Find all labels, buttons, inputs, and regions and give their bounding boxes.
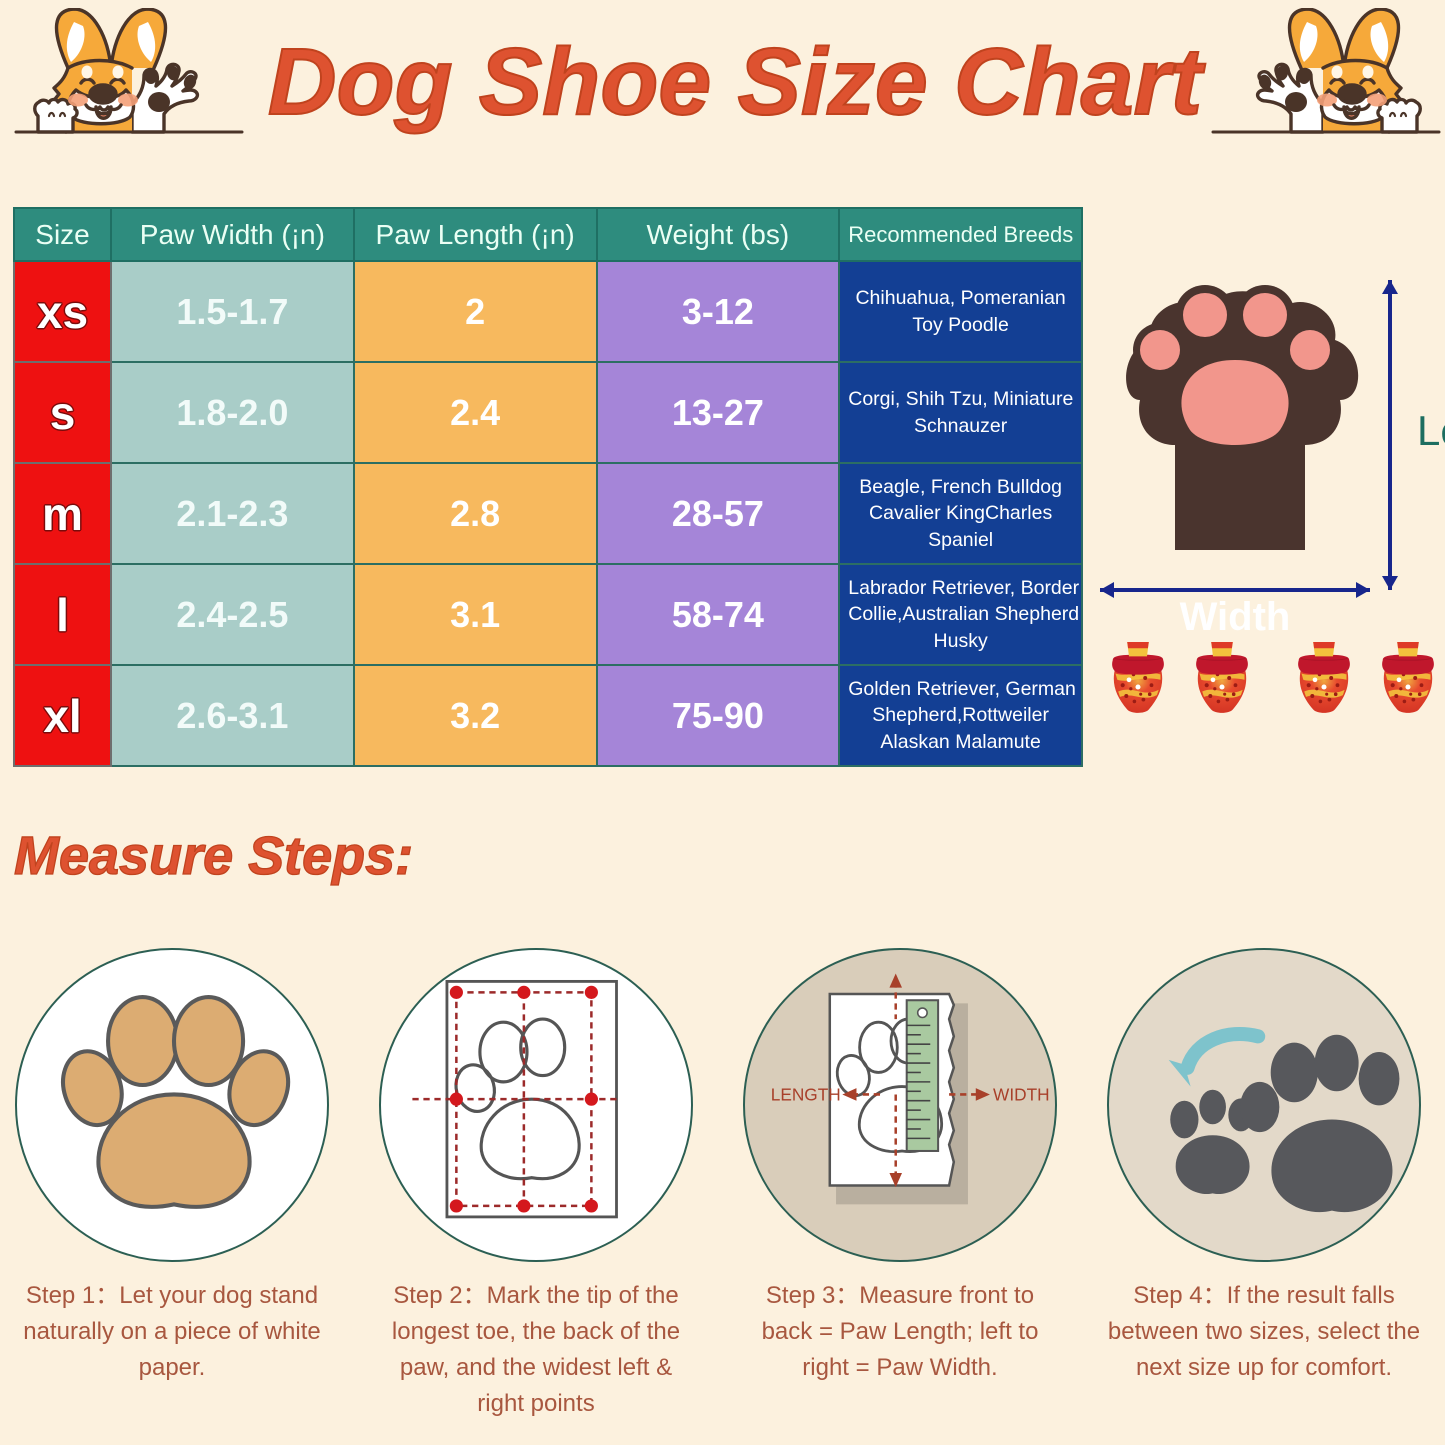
svg-text:Length: Length	[1417, 407, 1445, 454]
svg-text:LENGTH: LENGTH	[771, 1085, 841, 1105]
svg-text:WIDTH: WIDTH	[993, 1085, 1050, 1105]
